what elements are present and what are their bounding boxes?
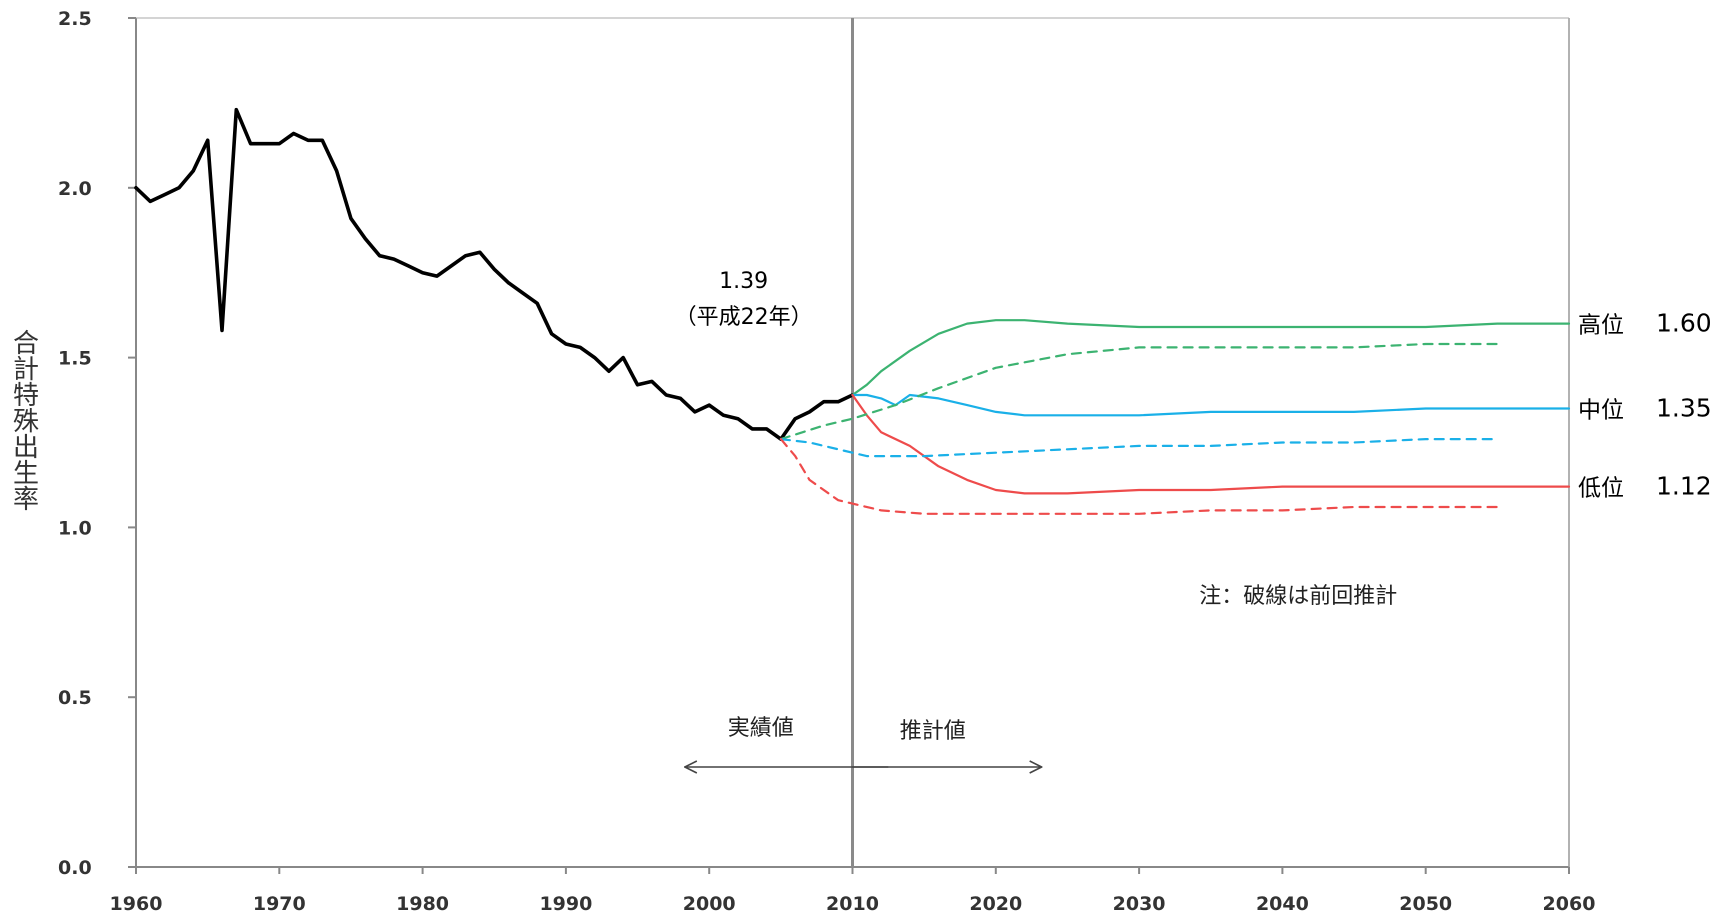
y-axis-label-char: 計 <box>13 355 39 385</box>
series-layer <box>134 107 1571 515</box>
end-label-name: 低位 <box>1578 476 1624 502</box>
x-tick-label: 2030 <box>1113 893 1166 915</box>
series-dashed-line <box>779 438 1499 515</box>
projection-values-label: 推計値 <box>900 719 966 744</box>
y-axis-label-char: 率 <box>13 485 39 515</box>
x-tick-label: 2040 <box>1256 893 1309 915</box>
x-tick-label: 1980 <box>396 893 449 915</box>
x-tick-label: 2000 <box>683 893 736 915</box>
x-axis-ticks: 1960 1970 1980 1990 2000 2010 2020 2030 2040 2050… <box>110 867 1596 915</box>
y-axis-label-char: 殊 <box>13 407 39 437</box>
y-axis-label-char: 特 <box>13 381 39 411</box>
y-tick-label: 0.5 <box>58 687 92 709</box>
end-label-name: 高位 <box>1578 313 1624 339</box>
y-axis-label-char: 出 <box>13 433 39 463</box>
x-tick-label: 1990 <box>539 893 592 915</box>
x-tick-label: 1970 <box>253 893 306 915</box>
y-tick-label: 0.0 <box>58 857 92 879</box>
y-tick-label: 1.5 <box>58 348 92 370</box>
end-label-value: 1.12 <box>1656 472 1712 501</box>
series-actual-line <box>134 107 855 441</box>
end-labels: 高位 1.60 中位 1.35 低位 1.12 <box>1578 309 1712 502</box>
x-tick-label: 2020 <box>969 893 1022 915</box>
y-tick-label: 1.0 <box>58 517 92 539</box>
actual-values-label: 実績値 <box>728 716 794 741</box>
x-tick-label: 2010 <box>826 893 879 915</box>
current-value-label: 1.39 <box>719 269 768 294</box>
y-axis-ticks: 0.0 0.5 1.0 1.5 2.0 2.5 <box>58 8 136 879</box>
end-label-value: 1.60 <box>1656 309 1712 338</box>
series-solid-line <box>851 393 1571 495</box>
end-label-name: 中位 <box>1578 398 1624 424</box>
end-label-value: 1.35 <box>1656 394 1712 423</box>
dashed-line-note: 注：破線は前回推計 <box>1199 584 1397 609</box>
x-tick-label: 2060 <box>1543 893 1596 915</box>
x-tick-label: 1960 <box>110 893 163 915</box>
y-axis-label-char: 合 <box>13 329 39 359</box>
series-solid-line <box>851 319 1571 397</box>
y-tick-label: 2.5 <box>58 8 92 30</box>
y-tick-label: 2.0 <box>58 178 92 200</box>
series-dashed-line <box>779 438 1499 458</box>
current-era-label: （平成22年） <box>675 305 813 330</box>
series-solid-line <box>851 393 1571 417</box>
x-tick-label: 2050 <box>1399 893 1452 915</box>
y-axis-label-char: 生 <box>13 459 39 489</box>
